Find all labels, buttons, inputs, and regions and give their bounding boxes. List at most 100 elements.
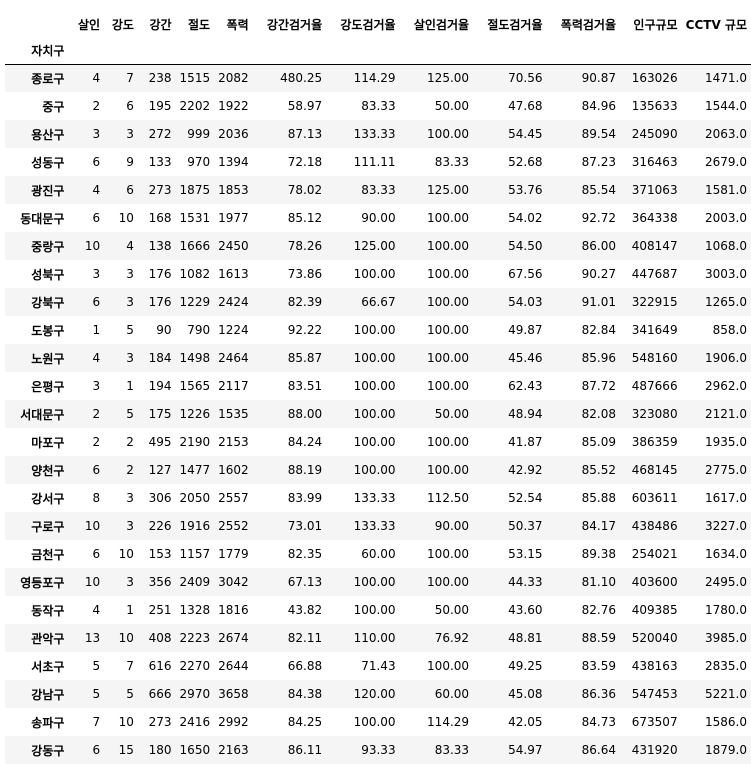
table-cell: 133.33 [353, 127, 396, 141]
table-cell: 2063.0 [705, 127, 747, 141]
table-cell: 10 [84, 239, 101, 253]
table-cell: 100.00 [353, 267, 396, 281]
table-cell: 1477 [179, 463, 211, 477]
table-cell: 138 [148, 239, 172, 253]
table-cell: 184 [148, 351, 172, 365]
table-cell: 90.27 [581, 267, 616, 281]
table-cell: 62.43 [508, 379, 543, 393]
table-cell: 86.11 [287, 743, 323, 757]
table-cell: 60.00 [361, 547, 396, 561]
table-cell: 3 [126, 295, 134, 309]
table-cell: 100.00 [427, 127, 470, 141]
table-cell: 364338 [631, 211, 678, 225]
table-cell: 10 [84, 519, 101, 533]
table-cell: 100.00 [427, 463, 470, 477]
table-cell: 153 [148, 547, 172, 561]
table-cell: 78.02 [287, 183, 323, 197]
table-cell: 6 [126, 99, 134, 113]
table-cell: 4 [92, 183, 101, 197]
table-cell: 487666 [631, 379, 678, 393]
table-cell: 54.45 [508, 127, 543, 141]
table-cell: 48.81 [508, 631, 543, 645]
column-header: 절도검거율 [487, 17, 543, 32]
column-header: CCTV 규모 [685, 17, 747, 32]
table-cell: 970 [187, 155, 211, 169]
table-cell: 790 [187, 323, 211, 337]
table-cell: 66.67 [361, 295, 396, 309]
table-cell: 666 [148, 687, 172, 701]
table-cell: 76.92 [434, 631, 470, 645]
table-cell: 316463 [631, 155, 678, 169]
table-cell: 1906.0 [705, 351, 747, 365]
table-row: 금천구 6 10 153 1157 1779 82.35 60.00 100.00 53.15 89… [5, 540, 751, 568]
table-cell: 1602 [218, 463, 249, 477]
table-cell: 4 [92, 603, 101, 617]
table-row: 성북구 3 3 176 1082 1613 73.86 100.00 100.00 67.56 90… [5, 260, 751, 288]
table-cell: 100.00 [427, 575, 470, 589]
table-cell: 87.23 [581, 155, 616, 169]
table-cell: 100.00 [353, 715, 396, 729]
table-cell: 6 [92, 295, 101, 309]
table-cell: 43.60 [508, 603, 543, 617]
table-cell: 3 [126, 351, 134, 365]
table-cell: 84.24 [287, 435, 323, 449]
table-cell: 100.00 [353, 463, 396, 477]
table-cell: 85.54 [581, 183, 616, 197]
row-index-label: 동대문구 [20, 211, 65, 226]
table-cell: 2679.0 [705, 155, 747, 169]
table-cell: 125.00 [353, 239, 396, 253]
table-cell: 1634.0 [705, 547, 747, 561]
table-cell: 54.50 [508, 239, 543, 253]
table-cell: 85.88 [581, 491, 616, 505]
table-cell: 88.00 [287, 407, 323, 421]
column-header: 살인검거율 [413, 17, 470, 32]
row-index-label: 종로구 [31, 71, 65, 86]
table-cell: 999 [187, 127, 211, 141]
table-cell: 82.08 [581, 407, 616, 421]
table-cell: 1779 [218, 547, 249, 561]
table-cell: 125.00 [427, 71, 470, 86]
table-cell: 1922 [218, 99, 249, 113]
row-index-label: 강서구 [31, 491, 65, 506]
table-cell: 1586.0 [705, 715, 747, 729]
table-cell: 90.00 [434, 519, 470, 533]
table-cell: 50.37 [508, 519, 543, 533]
row-index-label: 양천구 [31, 463, 65, 478]
table-cell: 858.0 [712, 323, 747, 337]
table-cell: 1068.0 [705, 239, 747, 253]
row-index-label: 서대문구 [20, 407, 65, 422]
table-cell: 67.56 [508, 267, 543, 281]
table-cell: 86.36 [581, 687, 616, 701]
table-cell: 52.54 [508, 491, 543, 505]
index-name: 자치구 [5, 42, 69, 65]
table-cell: 100.00 [427, 435, 470, 449]
table-cell: 9 [126, 155, 134, 169]
table-cell: 6 [92, 743, 101, 757]
table-cell: 431920 [631, 743, 678, 757]
table-cell: 82.35 [287, 547, 323, 561]
table-cell: 168 [148, 211, 172, 225]
table-cell: 2003.0 [705, 211, 747, 225]
table-cell: 41.87 [508, 435, 543, 449]
table-cell: 2050 [179, 491, 211, 505]
table-cell: 1515 [179, 71, 211, 86]
table-cell: 54.02 [508, 211, 543, 225]
table-cell: 43.82 [287, 603, 323, 617]
table-cell: 306 [148, 491, 172, 505]
table-cell: 52.68 [508, 155, 543, 169]
table-cell: 73.01 [287, 519, 323, 533]
table-cell: 6 [92, 155, 101, 169]
table-cell: 1082 [179, 267, 211, 281]
row-index-label: 금천구 [31, 547, 65, 562]
table-cell: 5221.0 [705, 687, 747, 701]
table-cell: 6 [126, 183, 134, 197]
table-cell: 100.00 [353, 351, 396, 365]
table-row: 중랑구 10 4 138 1666 2450 78.26 125.00 100.00 54.50 8… [5, 232, 751, 260]
table-cell: 70.56 [508, 71, 543, 86]
table-cell: 2962.0 [705, 379, 747, 393]
table-cell: 1535 [218, 407, 249, 421]
table-cell: 3 [126, 127, 134, 141]
table-cell: 4 [92, 351, 101, 365]
table-cell: 1816 [218, 603, 249, 617]
row-index-label: 중구 [42, 99, 65, 114]
